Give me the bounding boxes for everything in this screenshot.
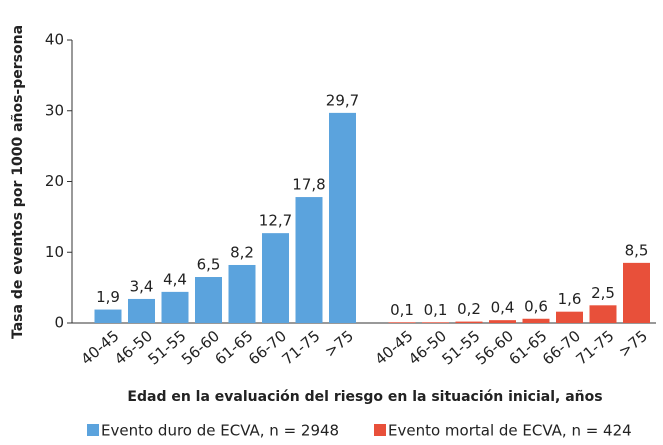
legend-swatch [87, 424, 99, 436]
data-label: 2,5 [591, 284, 615, 302]
x-tick-label: 51-55 [144, 327, 189, 369]
x-tick-label: 56-60 [178, 327, 223, 369]
bar [329, 112, 356, 323]
y-axis-title: Tasa de eventos por 1000 años-persona [10, 25, 26, 339]
data-label: 0,1 [424, 301, 448, 319]
x-tick-label: 71-75 [278, 327, 323, 369]
x-tick-label: 61-65 [505, 327, 550, 369]
data-label: 12,7 [259, 212, 292, 230]
bar [388, 322, 416, 323]
x-tick-label: >75 [321, 327, 357, 361]
bar [455, 321, 483, 323]
bar [589, 305, 617, 323]
bar [195, 277, 222, 323]
y-tick-label: 20 [45, 172, 64, 190]
legend-label: Evento duro de ECVA, n = 2948 [101, 422, 339, 440]
x-tick-label: 66-70 [539, 327, 584, 369]
bar [161, 291, 189, 323]
x-tick-label: >75 [615, 327, 651, 361]
x-tick-label: 66-70 [245, 327, 290, 369]
bar [623, 262, 650, 323]
y-tick-label: 40 [45, 31, 64, 49]
x-tick-label: 61-65 [211, 327, 256, 369]
data-label: 8,5 [625, 241, 649, 259]
data-label: 1,9 [96, 288, 120, 306]
data-label: 1,6 [558, 290, 582, 308]
bar [228, 264, 256, 323]
legend-label: Evento mortal de ECVA, n = 424 [388, 422, 632, 440]
data-label: 3,4 [130, 277, 154, 295]
data-label: 8,2 [230, 243, 254, 261]
legend-swatch [374, 424, 386, 436]
y-tick-label: 0 [54, 314, 64, 332]
x-tick-label: 40-45 [371, 327, 416, 369]
x-tick-label: 40-45 [77, 327, 122, 369]
bar [94, 309, 122, 323]
y-tick-label: 30 [45, 101, 64, 119]
data-label: 17,8 [292, 176, 325, 194]
x-axis-title: Edad en la evaluación del riesgo en la s… [127, 389, 602, 405]
data-label: 0,2 [457, 300, 481, 318]
bar [522, 318, 550, 323]
data-label: 4,4 [163, 270, 187, 288]
x-tick-label: 46-50 [405, 327, 450, 369]
data-label: 6,5 [197, 256, 221, 274]
x-tick-label: 56-60 [472, 327, 517, 369]
bar [262, 233, 289, 323]
data-label: 0,6 [524, 297, 548, 315]
bar [489, 320, 516, 323]
data-label: 29,7 [326, 91, 359, 109]
data-label: 0,1 [390, 301, 414, 319]
x-tick-label: 46-50 [111, 327, 156, 369]
x-tick-label: 71-75 [572, 327, 617, 369]
bar [556, 311, 583, 323]
bar [422, 322, 449, 323]
bar [128, 298, 155, 323]
y-tick-label: 10 [45, 243, 64, 261]
bar [295, 197, 323, 323]
x-tick-label: 51-55 [438, 327, 483, 369]
data-label: 0,4 [491, 299, 515, 317]
